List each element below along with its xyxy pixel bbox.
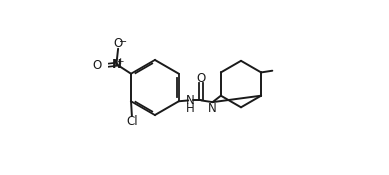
- Text: O: O: [196, 72, 206, 85]
- Text: +: +: [116, 57, 124, 66]
- Text: N: N: [208, 102, 217, 115]
- Text: Cl: Cl: [126, 115, 138, 128]
- Text: −: −: [119, 37, 127, 47]
- Text: H: H: [186, 102, 195, 115]
- Text: N: N: [111, 58, 121, 71]
- Text: O: O: [92, 60, 102, 72]
- Text: O: O: [114, 37, 123, 50]
- Text: N: N: [186, 94, 195, 107]
